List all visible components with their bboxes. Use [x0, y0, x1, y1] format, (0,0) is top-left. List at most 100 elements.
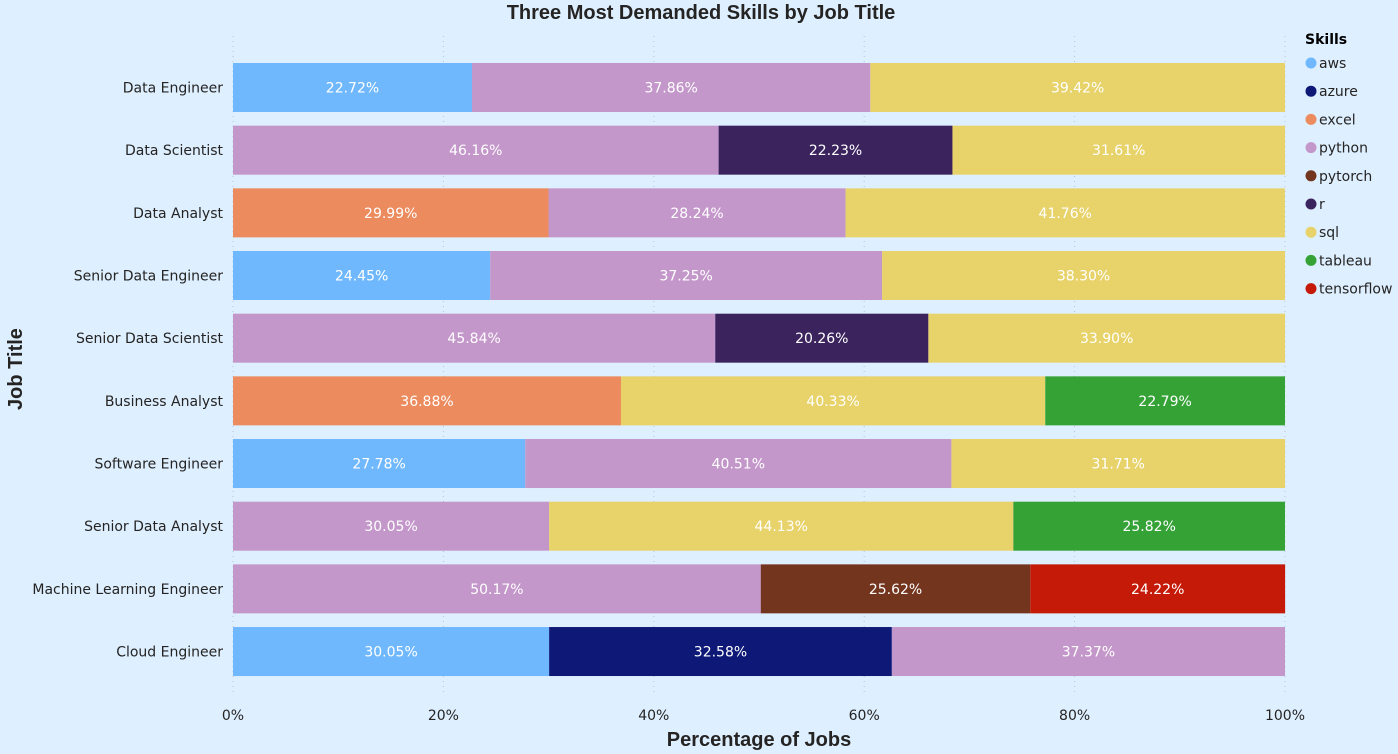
legend-item-r[interactable]: r	[1305, 197, 1326, 213]
bar-segment-sql[interactable]	[882, 251, 1285, 301]
bar-segment-r[interactable]	[718, 125, 953, 175]
bar-segment-sql[interactable]	[952, 125, 1285, 175]
legend-item-aws[interactable]: aws	[1305, 56, 1347, 72]
x-tick-label: 0%	[222, 708, 244, 724]
bar-segment-aws[interactable]	[233, 251, 491, 301]
bar-segment-sql[interactable]	[928, 313, 1285, 363]
bar-segment-tableau[interactable]	[1045, 376, 1285, 426]
bar-segment-python[interactable]	[548, 188, 846, 238]
data-label: 28.24%	[670, 206, 723, 222]
bar-segment-aws[interactable]	[233, 439, 526, 489]
data-label: 39.42%	[1051, 81, 1104, 97]
bar-segment-sql[interactable]	[845, 188, 1285, 238]
x-tick-label: 60%	[849, 708, 880, 724]
data-label: 24.45%	[335, 269, 388, 285]
bars: 22.72% 37.86% 39.42% 46.16% 22.23% 31.61% 29.9…	[233, 63, 1286, 677]
legend-marker	[1305, 198, 1317, 210]
category-label: Senior Data Analyst	[84, 519, 223, 535]
legend-marker	[1305, 57, 1317, 69]
legend-item-tensorflow[interactable]: tensorflow	[1305, 282, 1393, 298]
category-label: Data Scientist	[125, 143, 224, 159]
bar-segment-r[interactable]	[715, 313, 929, 363]
legend-marker	[1305, 283, 1317, 295]
data-label: 40.51%	[712, 457, 765, 473]
legend-item-excel[interactable]: excel	[1305, 112, 1356, 128]
data-label: 40.33%	[806, 394, 859, 410]
legend-item-azure[interactable]: azure	[1305, 84, 1358, 100]
data-label: 31.61%	[1092, 143, 1145, 159]
legend-label: r	[1319, 197, 1325, 213]
bar-segment-python[interactable]	[233, 125, 719, 175]
bar-row: 46.16% 22.23% 31.61%	[233, 125, 1285, 175]
bar-segment-python[interactable]	[472, 63, 871, 112]
legend-marker	[1305, 170, 1317, 182]
bar-segment-python[interactable]	[891, 627, 1285, 677]
bar-segment-azure[interactable]	[549, 627, 892, 677]
legend-label: excel	[1319, 112, 1356, 128]
data-label: 25.62%	[869, 582, 922, 598]
x-tick-label: 100%	[1265, 708, 1305, 724]
bar-row: 22.72% 37.86% 39.42%	[233, 63, 1285, 112]
legend-item-pytorch[interactable]: pytorch	[1305, 169, 1373, 185]
legend-marker	[1305, 85, 1317, 97]
category-label: Software Engineer	[94, 457, 223, 473]
data-label: 37.25%	[659, 269, 712, 285]
legend-marker	[1305, 254, 1317, 266]
category-label: Senior Data Engineer	[74, 269, 224, 285]
legend-label: azure	[1319, 84, 1358, 100]
bar-row: 50.17% 25.62% 24.22%	[233, 564, 1286, 614]
legend-item-sql[interactable]: sql	[1305, 225, 1340, 241]
bar-segment-pytorch[interactable]	[760, 564, 1031, 614]
bar-segment-python[interactable]	[525, 439, 952, 489]
chart-title: Three Most Demanded Skills by Job Title	[507, 2, 896, 24]
bar-segment-python[interactable]	[490, 251, 883, 301]
data-label: 36.88%	[400, 394, 453, 410]
legend-label: tensorflow	[1319, 282, 1392, 298]
category-label: Cloud Engineer	[116, 645, 223, 661]
data-label: 22.79%	[1138, 394, 1191, 410]
bar-row: 30.05% 44.13% 25.82%	[233, 501, 1285, 551]
bar-segment-sql[interactable]	[620, 376, 1046, 426]
bar-segment-python[interactable]	[233, 501, 550, 551]
data-label: 20.26%	[795, 331, 848, 347]
category-label: Business Analyst	[105, 394, 224, 410]
bar-segment-aws[interactable]	[233, 63, 473, 112]
bar-row: 29.99% 28.24% 41.76%	[233, 188, 1285, 238]
legend-marker	[1305, 113, 1317, 125]
bar-row: 30.05% 32.58% 37.37%	[233, 627, 1285, 677]
bar-row: 45.84% 20.26% 33.90%	[233, 313, 1285, 363]
legend-marker	[1305, 226, 1317, 238]
bar-segment-python[interactable]	[233, 564, 761, 614]
legend-item-tableau[interactable]: tableau	[1305, 253, 1372, 269]
bar-row: 24.45% 37.25% 38.30%	[233, 251, 1285, 301]
bar-segment-sql[interactable]	[951, 439, 1285, 489]
bar-segment-python[interactable]	[233, 313, 716, 363]
category-labels: Data Engineer Data Scientist Data Analyst S…	[32, 81, 223, 661]
bar-segment-tableau[interactable]	[1013, 501, 1285, 551]
bar-segment-excel[interactable]	[233, 376, 621, 426]
bar-segment-tensorflow[interactable]	[1030, 564, 1286, 614]
bar-row: 36.88% 40.33% 22.79%	[233, 376, 1285, 426]
bar-segment-aws[interactable]	[233, 627, 550, 677]
legend-label: aws	[1319, 56, 1346, 72]
bar-segment-excel[interactable]	[233, 188, 549, 238]
bar-segment-sql[interactable]	[549, 501, 1014, 551]
category-label: Data Analyst	[133, 206, 223, 222]
data-label: 30.05%	[364, 645, 417, 661]
data-label: 27.78%	[352, 457, 405, 473]
x-tick-label: 80%	[1059, 708, 1090, 724]
data-label: 22.72%	[326, 81, 379, 97]
bar-row: 27.78% 40.51% 31.71%	[233, 439, 1285, 489]
legend-marker	[1305, 142, 1317, 154]
data-label: 31.71%	[1092, 457, 1145, 473]
x-axis-ticks: 0% 20% 40% 60% 80% 100%	[222, 708, 1305, 724]
data-label: 38.30%	[1057, 269, 1110, 285]
legend-title: Skills	[1305, 32, 1347, 48]
x-tick-label: 20%	[428, 708, 459, 724]
bar-segment-sql[interactable]	[870, 63, 1285, 112]
legend-item-python[interactable]: python	[1305, 141, 1368, 157]
data-label: 41.76%	[1039, 206, 1092, 222]
data-label: 45.84%	[447, 331, 500, 347]
data-label: 32.58%	[694, 645, 747, 661]
